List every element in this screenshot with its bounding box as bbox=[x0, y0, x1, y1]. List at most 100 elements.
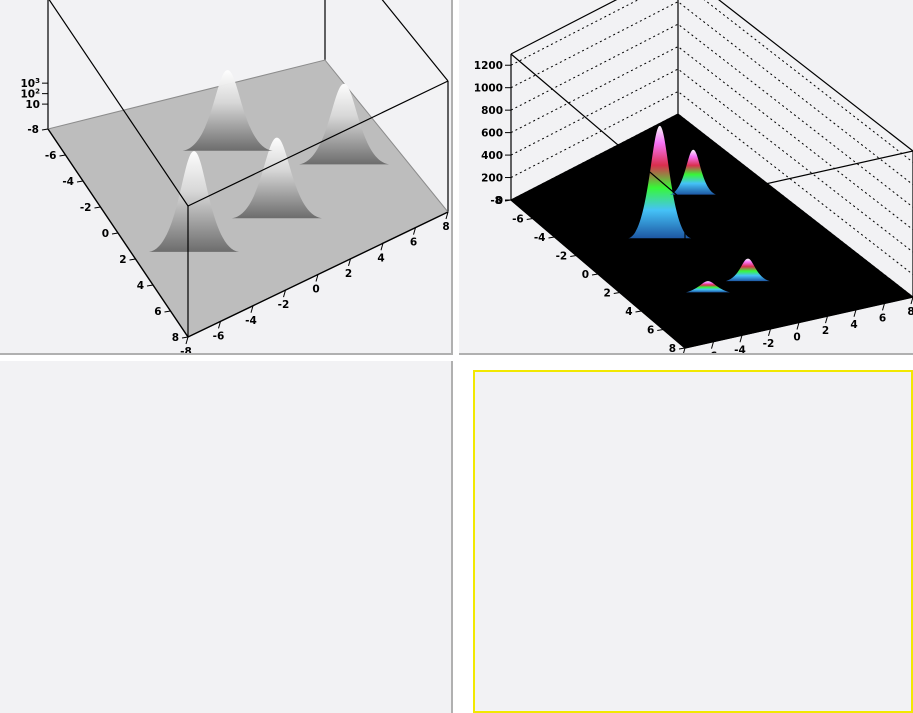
grid-line-c2-4 bbox=[510, 23, 913, 208]
y-tick-c1-5 bbox=[94, 206, 101, 209]
chart-3-svg: 86420-2-4-6-8-8-6-4-20246802004006008001… bbox=[0, 361, 451, 713]
x-tick-label-c2-7: 6 bbox=[879, 312, 886, 324]
y-tick-label-c2-2: 4 bbox=[625, 306, 632, 318]
y-tick-c1-1 bbox=[164, 310, 171, 313]
box-top-back-c1 bbox=[381, 0, 449, 82]
x-tick-c1-6 bbox=[380, 243, 384, 251]
x-tick-c2-1 bbox=[711, 341, 714, 349]
y-tick-c1-8 bbox=[41, 128, 49, 131]
x-tick-label-c1-3: -2 bbox=[278, 299, 290, 311]
x-tick-c2-4 bbox=[796, 322, 800, 330]
x-tick-c2-3 bbox=[768, 328, 771, 337]
x-tick-label-c1-1: -6 bbox=[213, 330, 225, 342]
y-tick-label-c2-1: 6 bbox=[647, 325, 654, 337]
y-tick-c2-0 bbox=[678, 347, 686, 350]
grid-line-c2-1 bbox=[510, 90, 913, 275]
y-tick-label-c1-6: -4 bbox=[62, 176, 74, 188]
z-tick-label-c2-3: 600 bbox=[481, 128, 503, 140]
y-tick-label-c1-2: 4 bbox=[137, 280, 144, 292]
y-tick-c1-4 bbox=[111, 232, 119, 235]
y-tick-c1-3 bbox=[129, 258, 136, 261]
y-tick-c1-2 bbox=[146, 284, 154, 287]
x-tick-c2-6 bbox=[853, 309, 857, 317]
x-tick-label-c1-0: -8 bbox=[180, 346, 192, 355]
x-tick-c1-1 bbox=[218, 321, 221, 329]
y-tick-label-c2-5: -2 bbox=[556, 251, 568, 263]
box-top-back-c2 bbox=[510, 0, 913, 152]
x-tick-label-c2-2: -4 bbox=[734, 344, 746, 355]
y-tick-label-c1-7: -6 bbox=[45, 150, 57, 162]
y-tick-c1-6 bbox=[76, 180, 84, 183]
z-tick-label-c1-1: 102 bbox=[21, 88, 41, 101]
y-tick-label-c2-7: -6 bbox=[512, 214, 524, 226]
floor-c1 bbox=[47, 59, 449, 338]
chart-pad-3[interactable]: 86420-2-4-6-8-8-6-4-20246802004006008001… bbox=[0, 361, 453, 713]
x-tick-c2-2 bbox=[739, 335, 743, 343]
z-tick-label-c1-2: 103 bbox=[21, 77, 41, 90]
x-tick-label-c1-4: 0 bbox=[312, 284, 319, 296]
y-tick-label-c2-0: 8 bbox=[669, 343, 676, 355]
chart-pad-1[interactable]: 8 6 4 2 0 -2 -4 -6 -8 -8 -6 -4 -2 0 2 4 6 8 10 102 103 bbox=[0, 0, 453, 355]
y-tick-label-c1-1: 6 bbox=[154, 306, 161, 318]
x-tick-label-c2-3: -2 bbox=[763, 338, 775, 350]
peak-c2-0 bbox=[628, 125, 692, 239]
z-tick-label-c2-5: 1000 bbox=[474, 83, 503, 95]
peak-c2-3 bbox=[725, 258, 770, 282]
y-tick-c1-0 bbox=[181, 336, 189, 339]
y-tick-label-c1-8: -8 bbox=[27, 124, 39, 136]
x-tick-label-c2-6: 4 bbox=[850, 319, 857, 331]
grid-line-c2-5 bbox=[510, 1, 913, 186]
y-tick-c2-3 bbox=[613, 292, 620, 294]
x-tick-c1-8 bbox=[445, 211, 449, 220]
y-tick-label-c2-4: 0 bbox=[582, 269, 589, 281]
x-tick-c1-7 bbox=[413, 227, 416, 235]
y-tick-label-c2-8: -8 bbox=[490, 195, 502, 207]
x-tick-label-c2-5: 2 bbox=[822, 325, 829, 337]
x-tick-label-c1-5: 2 bbox=[345, 268, 352, 280]
y-tick-label-c1-0: 8 bbox=[172, 332, 179, 344]
x-tick-c1-4 bbox=[315, 274, 319, 282]
peak-c1-3 bbox=[182, 70, 273, 151]
x-tick-label-c2-8: 8 bbox=[907, 306, 913, 318]
y-tick-c1-7 bbox=[59, 154, 66, 157]
x-tick-c1-2 bbox=[250, 305, 254, 313]
x-tick-c1-0 bbox=[185, 336, 189, 345]
y-tick-label-c2-3: 2 bbox=[603, 288, 610, 300]
grid-line-c2-6 bbox=[510, 0, 913, 163]
x-tick-label-c1-8: 8 bbox=[442, 221, 449, 233]
y-tick-c2-4 bbox=[591, 273, 599, 276]
x-tick-label-c1-7: 6 bbox=[410, 237, 417, 249]
z-tick-label-c2-4: 800 bbox=[481, 105, 503, 117]
x-tick-label-c2-1: -6 bbox=[706, 351, 718, 355]
z-tick-label-c2-1: 200 bbox=[481, 173, 503, 185]
x-tick-c2-0 bbox=[683, 347, 686, 353]
x-tick-label-c1-6: 4 bbox=[377, 252, 384, 264]
y-tick-c2-2 bbox=[635, 310, 642, 313]
x-tick-c2-7 bbox=[882, 303, 885, 311]
chart-4-svg: 86420-2-4-6-8-8-6-4-20246802004006008001… bbox=[473, 370, 913, 713]
y-tick-label-c2-6: -4 bbox=[534, 232, 546, 244]
chart-pad-4-selected[interactable]: 86420-2-4-6-8-8-6-4-20246802004006008001… bbox=[473, 370, 913, 713]
y-tick-c2-6 bbox=[548, 236, 555, 239]
peak-c1-2 bbox=[299, 83, 390, 165]
y-tick-c2-5 bbox=[570, 255, 577, 257]
floor-c2 bbox=[510, 113, 913, 349]
y-tick-label-c1-4: 0 bbox=[102, 228, 109, 240]
chart-pad-2[interactable]: 86420-2-4-6-8-8-6-4-20246802004006008001… bbox=[459, 0, 913, 355]
z-tick-label-c2-2: 400 bbox=[481, 150, 503, 162]
z-tick-label-c2-6: 1200 bbox=[474, 60, 503, 72]
y-tick-label-c1-3: 2 bbox=[119, 254, 126, 266]
peak-c1-0 bbox=[148, 151, 239, 252]
peak-c2-1 bbox=[669, 149, 717, 195]
z-tick-label-c2-0: 0 bbox=[496, 195, 503, 207]
x-tick-label-c1-2: -4 bbox=[245, 315, 257, 327]
x-tick-c2-5 bbox=[825, 315, 828, 324]
peak-c2-2 bbox=[685, 281, 730, 293]
grid-line-c2-2 bbox=[510, 68, 913, 253]
x-tick-c1-3 bbox=[283, 289, 286, 298]
y-tick-c2-1 bbox=[657, 329, 664, 331]
z-tick-label-c1-0: 10 bbox=[25, 99, 40, 111]
y-tick-label-c1-5: -2 bbox=[80, 202, 92, 214]
y-tick-c2-7 bbox=[526, 218, 533, 220]
